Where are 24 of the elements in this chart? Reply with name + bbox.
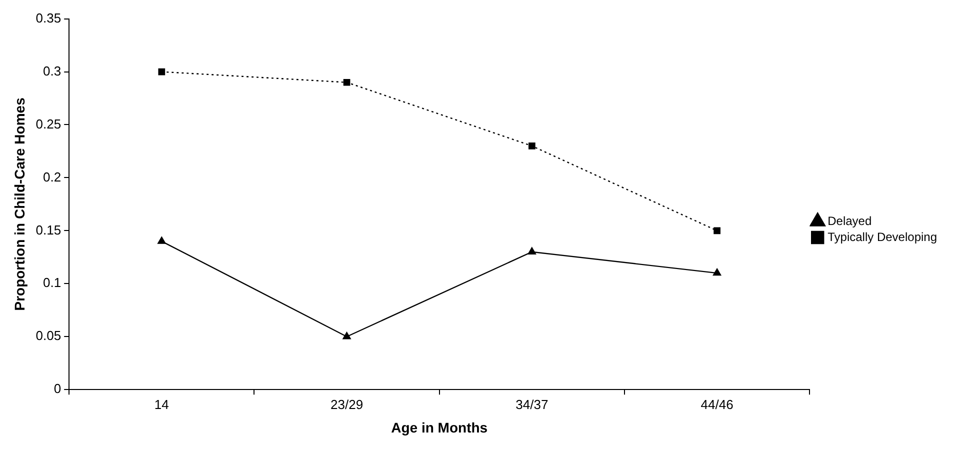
y-tick-label: 0.3 [43,63,62,78]
y-tick-label: 0.15 [36,222,62,238]
y-tick-label: 0.2 [43,169,62,184]
x-tick-label: 34/37 [516,396,548,412]
y-tick-label: 0.1 [43,275,62,290]
point [158,68,166,76]
legend-label: Typically Developing [828,230,937,244]
x-axis-title: Age in Months [391,419,488,436]
legend-label: Delayed [828,214,872,228]
x-tick-label: 44/46 [700,396,734,412]
y-tick-label: 0.25 [36,116,62,132]
y-tick-label: 0 [54,381,62,396]
x-tick-label: 14 [154,396,169,412]
point [158,236,166,244]
point [343,78,350,86]
y-tick-label: 0.05 [36,328,62,344]
x-tick-label: 23/29 [330,396,364,412]
point [342,332,351,340]
point [528,142,536,150]
point [714,227,720,234]
point [712,268,722,276]
y-axis-title: Proportion in Child-Care Homes [11,97,28,311]
point [528,247,536,254]
y-tick-label: 0.35 [36,10,62,26]
